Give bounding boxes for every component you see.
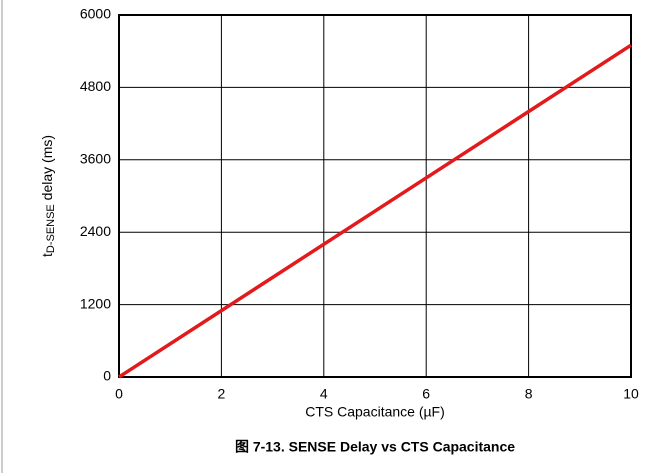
y-tick-label: 2400: [80, 223, 111, 239]
data-line: [118, 43, 632, 379]
x-tick-label: 6: [422, 386, 430, 402]
y-label-sub: D-SENSE: [45, 204, 57, 253]
y-tick-label: 1200: [80, 295, 111, 311]
y-label-rest: delay (ms): [39, 135, 55, 204]
y-tick-label: 4800: [80, 78, 111, 94]
x-tick-label: 2: [218, 386, 226, 402]
chart-title: 图 7-13. SENSE Delay vs CTS Capacitance: [235, 439, 515, 455]
x-tick-label: 10: [623, 386, 639, 402]
y-tick-label: 6000: [80, 6, 111, 22]
y-label-main: t: [39, 253, 55, 257]
y-axis-label: tD-SENSE delay (ms): [39, 135, 57, 257]
x-tick-label: 0: [115, 386, 123, 402]
y-tick-label: 0: [103, 368, 111, 384]
x-tick-label: 4: [320, 386, 328, 402]
plot-frame: [118, 14, 632, 378]
x-axis-label: CTS Capacitance (µF): [305, 404, 445, 420]
x-tick-label: 8: [525, 386, 533, 402]
y-tick-label: 3600: [80, 151, 111, 167]
